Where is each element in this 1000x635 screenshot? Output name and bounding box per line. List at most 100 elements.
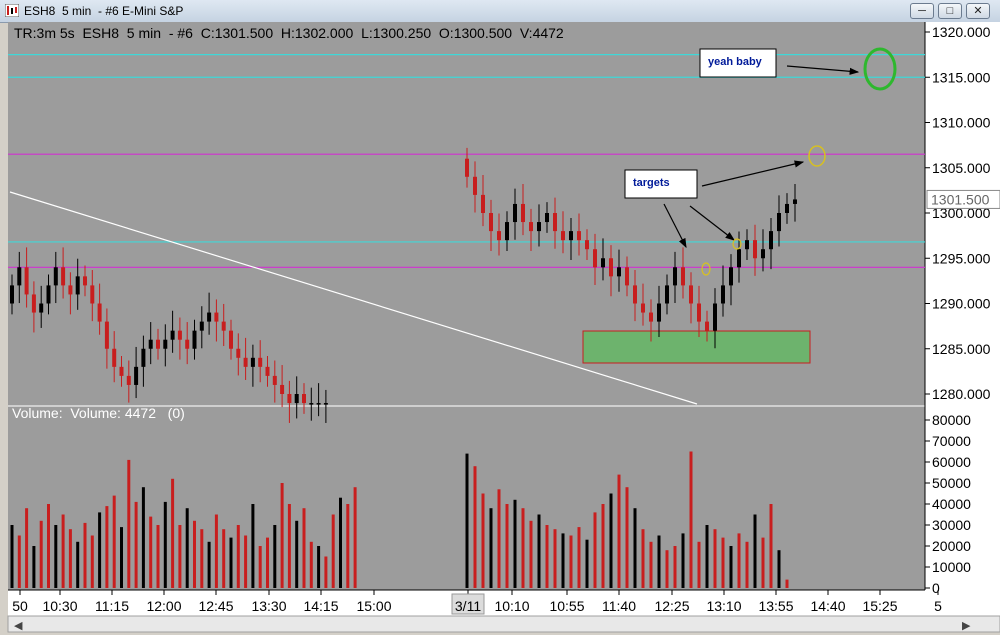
support-zone — [582, 330, 811, 364]
time-tick-label: 12:25 — [654, 598, 689, 614]
volume-bar — [617, 474, 621, 588]
time-tick-label: 3/11 — [455, 598, 481, 614]
volume-bar — [331, 514, 335, 588]
price-axis-ticks: 1320.000 1315.000 1310.000 1305.000 1300.000… — [925, 24, 1000, 402]
candle-body — [258, 357, 263, 367]
window-title: ESH8 5 min - #6 E-Mini S&P — [24, 4, 184, 18]
price-tick-label: 1315.000 — [932, 69, 991, 85]
candle-body — [177, 330, 182, 340]
scroll-right-icon[interactable]: ▶ — [962, 620, 971, 632]
volume-bar — [17, 535, 21, 588]
candle-body — [601, 258, 605, 268]
candle-body — [617, 267, 621, 277]
candle-body — [236, 348, 241, 358]
time-tick-label: 10:55 — [549, 598, 584, 614]
volume-bar — [737, 533, 741, 588]
volume-tick-label: 50000 — [932, 475, 971, 491]
annotations: yeah baby targets — [624, 47, 897, 276]
candle-body — [272, 375, 277, 385]
volume-bar — [266, 537, 269, 588]
targets-text: targets — [633, 177, 670, 189]
candle-body — [302, 394, 306, 404]
volume-tick-label: 10000 — [932, 559, 971, 575]
date-marker-box — [451, 593, 485, 615]
candlestick-series — [10, 147, 797, 423]
candle-body — [214, 312, 219, 322]
volume-bar — [545, 525, 549, 588]
volume-bar — [753, 514, 757, 588]
candle-body — [657, 303, 661, 322]
volume-bar — [721, 537, 725, 588]
volume-bar — [769, 504, 773, 588]
volume-bar — [178, 525, 182, 588]
volume-bar — [473, 466, 477, 588]
maximize-button[interactable]: □ — [938, 3, 962, 19]
candle-body — [24, 267, 29, 295]
candle-body — [585, 240, 589, 250]
volume-bar — [681, 533, 685, 588]
candle-body — [192, 330, 197, 349]
candle-body — [745, 240, 749, 250]
chart-app-icon — [5, 4, 19, 17]
volume-bar — [120, 527, 123, 588]
close-button[interactable]: ✕ — [966, 3, 990, 19]
minimize-button[interactable]: ─ — [910, 3, 934, 19]
candle-body — [39, 303, 44, 313]
volume-bar — [295, 520, 299, 588]
volume-bar — [745, 541, 749, 588]
targets-arrow — [689, 205, 735, 241]
volume-tick-label: 60000 — [932, 454, 971, 470]
candle-body — [673, 267, 677, 286]
volume-bar — [697, 541, 701, 588]
volume-bar — [76, 541, 80, 588]
candle-body — [625, 267, 629, 286]
candle-body — [221, 321, 226, 331]
volume-bar — [244, 535, 248, 588]
volume-bar — [229, 537, 233, 588]
last-price-marker — [926, 189, 1000, 209]
candle-body — [207, 312, 212, 322]
time-tick-label: 50 — [12, 598, 28, 614]
candle-body — [785, 203, 789, 213]
price-tick-label: 1300.000 — [932, 205, 991, 221]
volume-bar — [258, 546, 262, 588]
candle-body — [75, 276, 80, 295]
volume-bar — [601, 504, 605, 588]
volume-bar — [713, 529, 717, 588]
candle-body — [323, 403, 328, 405]
volume-tick-label: 0 — [932, 580, 940, 596]
candle-body — [721, 285, 725, 304]
candle-body — [777, 213, 781, 232]
close-icon: ✕ — [973, 5, 983, 17]
price-chart[interactable]: ◀ ▶ 1320.000 1315.000 1310.000 1305.000 1300… — [0, 22, 1000, 635]
volume-bar — [317, 546, 321, 588]
yeah-baby-box — [699, 48, 777, 78]
time-tick-label: 10:10 — [494, 598, 529, 614]
volume-bar — [577, 527, 581, 588]
candle-body — [309, 403, 314, 405]
volume-bar — [200, 529, 204, 588]
candle-body — [53, 267, 58, 286]
volume-bar — [465, 453, 469, 588]
candle-body — [561, 231, 565, 241]
candle-body — [481, 194, 485, 213]
volume-tick-label: 80000 — [932, 412, 971, 428]
volume-bar — [54, 525, 58, 588]
volume-tick-label: 20000 — [932, 538, 971, 554]
candle-body — [126, 375, 131, 385]
volume-tick-label: 30000 — [932, 517, 971, 533]
candle-body — [713, 303, 717, 331]
candle-body — [170, 330, 175, 340]
yeah-baby-text: yeah baby — [708, 56, 763, 68]
candle-body — [280, 384, 285, 394]
target-circle-yellow — [808, 145, 826, 167]
volume-bar — [141, 487, 145, 588]
candle-body — [316, 403, 321, 405]
scroll-left-icon[interactable]: ◀ — [14, 620, 23, 632]
price-tick-label: 1320.000 — [932, 24, 991, 40]
horizontal-scrollbar[interactable] — [7, 615, 1000, 633]
price-axis-background — [925, 22, 1000, 590]
candle-body — [681, 267, 685, 286]
time-tick-label: 13:10 — [706, 598, 741, 614]
